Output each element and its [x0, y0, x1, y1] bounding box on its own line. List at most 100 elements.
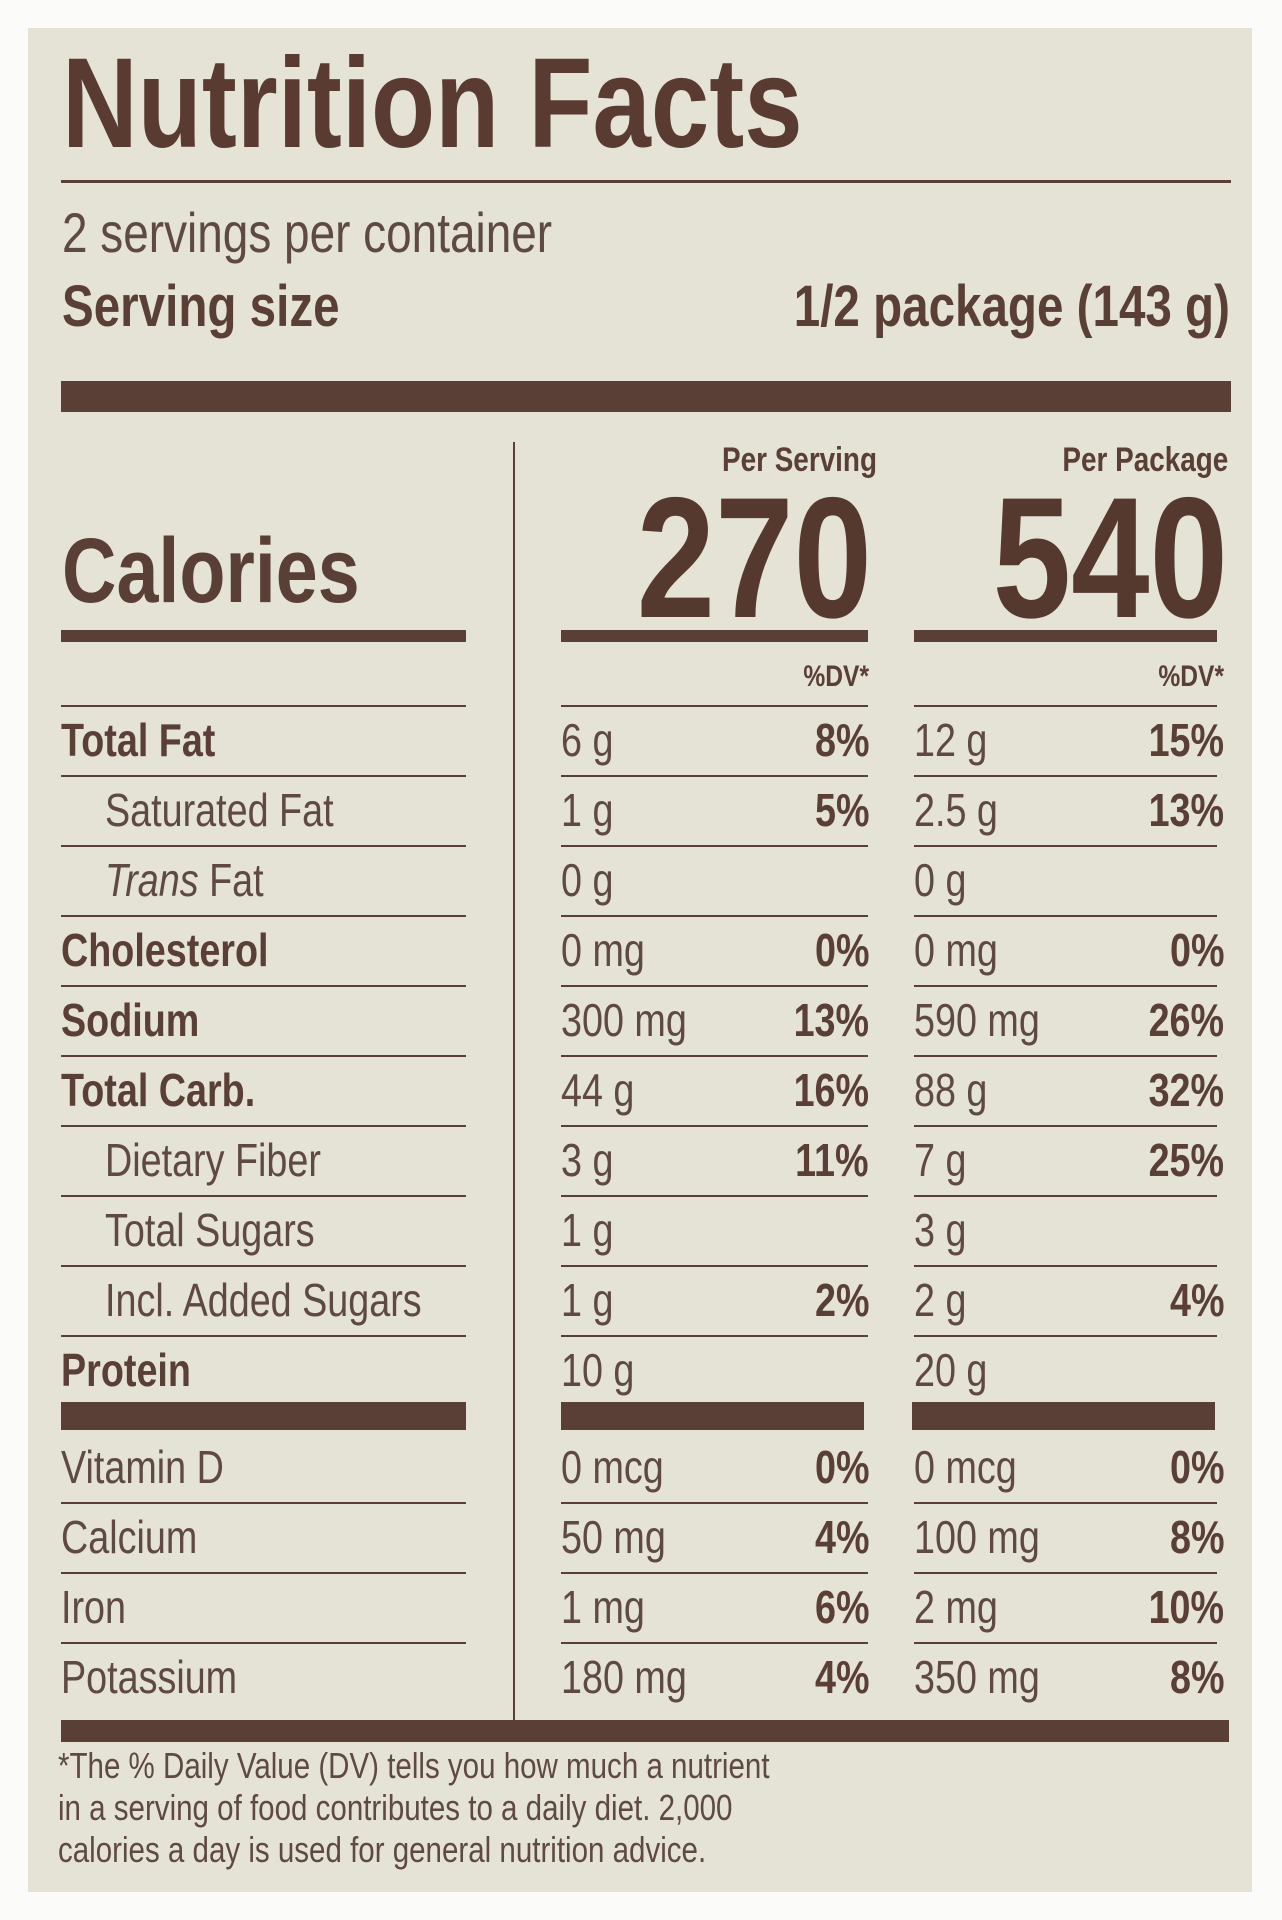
package-amount: 20 g — [914, 1344, 988, 1396]
title-divider — [61, 180, 1231, 183]
row-divider-left — [61, 985, 466, 987]
row-divider-serving — [561, 1642, 868, 1644]
serving-size-value: 1/2 package (143 g) — [793, 274, 1230, 339]
package-dv: 15% — [1148, 714, 1224, 766]
row-divider-package — [914, 1502, 1217, 1504]
row-divider-serving — [561, 985, 868, 987]
package-dv: 26% — [1148, 994, 1224, 1046]
thick-bar-serving — [561, 1402, 864, 1430]
row-divider-package — [914, 1642, 1217, 1644]
dv-header-serving: %DV* — [803, 660, 869, 693]
serving-amount: 3 g — [561, 1134, 614, 1186]
package-amount: 2.5 g — [914, 784, 998, 836]
serving-dv: 5% — [814, 784, 869, 836]
calories-per-package: 540 — [992, 462, 1228, 654]
row-divider-left — [61, 915, 466, 917]
package-amount: 590 mg — [914, 994, 1040, 1046]
package-dv: 25% — [1148, 1134, 1224, 1186]
row-divider-package — [914, 985, 1217, 987]
serving-amount: 300 mg — [561, 994, 687, 1046]
row-divider-serving — [561, 775, 868, 777]
row-divider-serving — [561, 1195, 868, 1197]
nutrition-label-panel — [28, 28, 1252, 1892]
serving-dv: 0% — [814, 1441, 869, 1493]
serving-dv: 13% — [793, 994, 869, 1046]
per-serving-header: Per Serving — [722, 441, 877, 479]
serving-dv: 4% — [814, 1511, 869, 1563]
footnote-line-3: calories a day is used for general nutri… — [58, 1829, 707, 1870]
serving-amount: 44 g — [561, 1064, 635, 1116]
serving-amount: 6 g — [561, 714, 614, 766]
thick-bar-left — [61, 1402, 466, 1430]
nutrient-name: Total Carb. — [61, 1064, 256, 1116]
row-divider-left — [61, 1195, 466, 1197]
serving-amount: 1 g — [561, 784, 614, 836]
row-divider-serving — [561, 845, 868, 847]
calories-bar-serving — [561, 630, 868, 642]
serving-dv: 4% — [814, 1651, 869, 1703]
row-divider-left — [61, 705, 466, 707]
row-divider-package — [914, 1265, 1217, 1267]
serving-dv: 2% — [814, 1274, 869, 1326]
row-divider-serving — [561, 1335, 868, 1337]
footnote-line-2: in a serving of food contributes to a da… — [58, 1787, 733, 1828]
calories-label: Calories — [62, 520, 360, 622]
row-divider-package — [914, 1335, 1217, 1337]
row-divider-package — [914, 915, 1217, 917]
nutrient-name: Iron — [61, 1581, 126, 1633]
dv-header-package: %DV* — [1158, 660, 1224, 693]
nutrient-name: Cholesterol — [61, 924, 269, 976]
package-amount: 7 g — [914, 1134, 967, 1186]
serving-amount: 0 mcg — [561, 1441, 664, 1493]
row-divider-left — [61, 1642, 466, 1644]
calories-per-serving: 270 — [636, 462, 872, 654]
row-divider-left — [61, 775, 466, 777]
serving-amount: 0 g — [561, 854, 614, 906]
thick-bar-package — [912, 1402, 1215, 1430]
package-dv: 8% — [1169, 1511, 1224, 1563]
package-amount: 88 g — [914, 1064, 988, 1116]
row-divider-package — [914, 1195, 1217, 1197]
package-amount: 100 mg — [914, 1511, 1040, 1563]
serving-amount: 1 mg — [561, 1581, 645, 1633]
row-divider-serving — [561, 1265, 868, 1267]
row-divider-left — [61, 1572, 466, 1574]
row-divider-package — [914, 845, 1217, 847]
package-amount: 12 g — [914, 714, 988, 766]
per-package-header: Per Package — [1062, 441, 1228, 479]
serving-amount: 1 g — [561, 1274, 614, 1326]
row-divider-left — [61, 1125, 466, 1127]
package-amount: 3 g — [914, 1204, 967, 1256]
package-dv: 4% — [1169, 1274, 1224, 1326]
nutrient-name: Incl. Added Sugars — [105, 1274, 422, 1326]
serving-dv: 11% — [795, 1134, 869, 1186]
nutrient-name: Saturated Fat — [105, 784, 334, 836]
row-divider-left — [61, 845, 466, 847]
row-divider-serving — [561, 1572, 868, 1574]
row-divider-serving — [561, 1502, 868, 1504]
package-amount: 350 mg — [914, 1651, 1040, 1703]
thick-divider-bottom — [61, 1720, 1229, 1742]
nutrient-name-italic: Trans — [105, 854, 199, 906]
column-divider — [513, 442, 515, 1720]
package-dv: 0% — [1169, 924, 1224, 976]
package-amount: 2 g — [914, 1274, 967, 1326]
serving-amount: 50 mg — [561, 1511, 666, 1563]
nutrient-name: Potassium — [61, 1651, 238, 1703]
serving-amount: 10 g — [561, 1344, 635, 1396]
package-dv: 32% — [1148, 1064, 1224, 1116]
row-divider-left — [61, 1055, 466, 1057]
package-dv: 13% — [1148, 784, 1224, 836]
row-divider-left — [61, 1502, 466, 1504]
package-amount: 0 mcg — [914, 1441, 1017, 1493]
row-divider-serving — [561, 915, 868, 917]
row-divider-serving — [561, 705, 868, 707]
serving-dv: 8% — [814, 714, 869, 766]
serving-dv: 16% — [793, 1064, 869, 1116]
package-amount: 0 mg — [914, 924, 998, 976]
nutrient-name: Trans Fat — [105, 854, 264, 906]
row-divider-package — [914, 705, 1217, 707]
nutrient-name: Total Fat — [61, 714, 216, 766]
label-title: Nutrition Facts — [62, 32, 803, 175]
serving-size-label: Serving size — [62, 274, 340, 339]
